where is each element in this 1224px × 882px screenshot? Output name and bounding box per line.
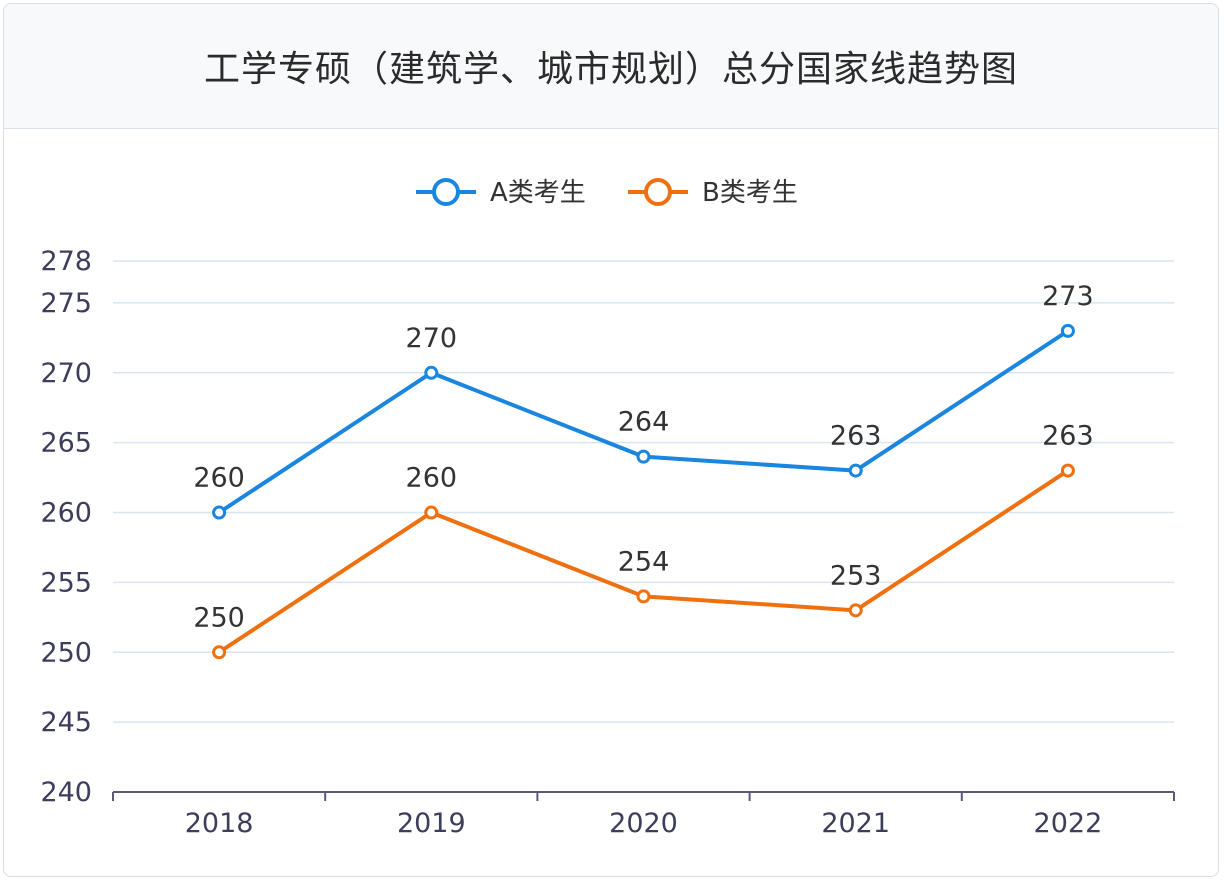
data-point	[424, 365, 439, 380]
data-label: 263	[830, 421, 882, 452]
chart-card: 工学专硕（建筑学、城市规划）总分国家线趋势图	[3, 3, 1219, 877]
legend-marker	[644, 178, 672, 206]
data-point	[1060, 323, 1075, 338]
chart-title: 工学专硕（建筑学、城市规划）总分国家线趋势图	[203, 49, 1018, 90]
y-tick-label: 260	[40, 498, 92, 529]
legend-label: A类考生	[490, 178, 586, 208]
y-tick-label: 245	[40, 707, 92, 738]
data-point	[212, 645, 227, 660]
y-tick-label: 255	[40, 567, 92, 598]
y-tick-label: 250	[40, 637, 92, 668]
data-point	[848, 463, 863, 478]
y-tick-label: 278	[40, 246, 92, 277]
legend-marker	[432, 178, 460, 206]
x-tick-label: 2019	[397, 808, 466, 839]
data-label: 260	[193, 463, 245, 494]
data-label: 250	[193, 602, 245, 633]
data-point	[848, 603, 863, 618]
data-point	[636, 449, 651, 464]
y-tick-label: 265	[40, 428, 92, 459]
data-point	[636, 589, 651, 604]
x-tick-label: 2021	[821, 808, 890, 839]
data-point	[424, 505, 439, 520]
data-label: 260	[406, 463, 458, 494]
x-tick-label: 2020	[609, 808, 678, 839]
y-tick-label: 270	[40, 358, 92, 389]
data-label: 270	[406, 323, 458, 354]
chart-header: 工学专硕（建筑学、城市规划）总分国家线趋势图	[4, 4, 1218, 129]
data-label: 273	[1042, 281, 1094, 312]
y-tick-label: 240	[40, 777, 92, 808]
data-point	[212, 505, 227, 520]
y-tick-label: 275	[40, 288, 92, 319]
data-point	[1060, 463, 1075, 478]
data-label: 264	[618, 407, 670, 438]
x-tick-label: 2018	[185, 808, 254, 839]
x-tick-label: 2022	[1034, 808, 1103, 839]
legend-label: B类考生	[702, 178, 798, 208]
data-label: 254	[618, 546, 670, 577]
data-label: 263	[1042, 421, 1094, 452]
data-label: 253	[830, 560, 882, 591]
